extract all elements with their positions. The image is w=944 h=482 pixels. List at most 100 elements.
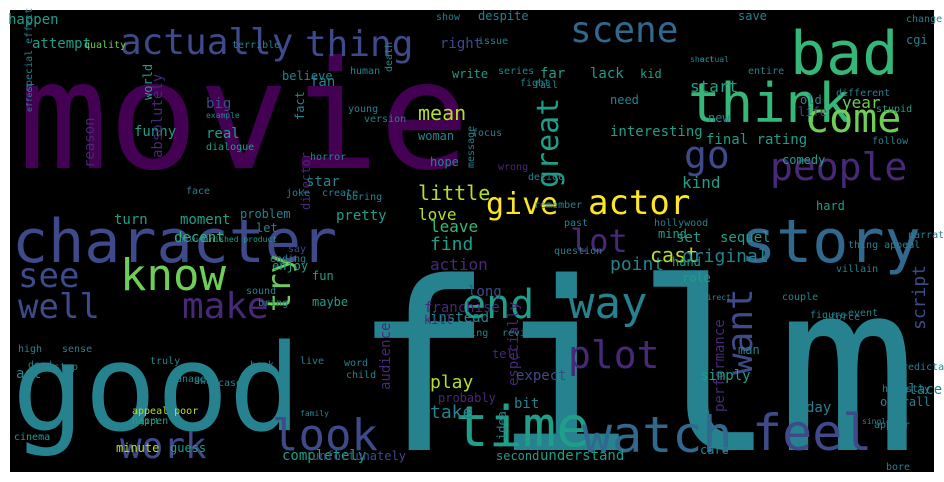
word-cgi: cgi xyxy=(906,33,928,47)
word-believe: believe xyxy=(282,69,333,83)
word-review: review xyxy=(502,328,539,339)
word-actor: actor xyxy=(588,183,690,223)
word-script: script xyxy=(909,265,930,330)
word-include: include xyxy=(174,235,208,244)
word-ending: ending xyxy=(270,254,306,265)
word-think: think xyxy=(688,72,851,135)
word-fail: fail xyxy=(534,80,558,91)
word-death: death xyxy=(384,42,395,72)
word-happen: happen xyxy=(132,416,168,427)
word-boring: boring xyxy=(346,192,382,203)
word-expect: expect xyxy=(516,368,567,384)
word-pretty: pretty xyxy=(336,208,387,224)
word-scene: scene xyxy=(570,10,678,51)
word-say: say xyxy=(288,244,306,255)
word-truly: truly xyxy=(150,356,180,367)
word-human: human xyxy=(350,66,380,77)
word-hard: hard xyxy=(816,199,845,213)
word-couple: couple xyxy=(782,292,818,303)
word-thing: thing xyxy=(305,24,413,65)
word-real: real xyxy=(206,126,240,142)
word-fun: fun xyxy=(312,269,334,283)
word-sure: sure xyxy=(889,397,903,426)
word-world: world xyxy=(141,64,155,100)
word-cast: cast xyxy=(650,243,698,267)
word-come: come xyxy=(805,96,901,142)
word-despite: despite xyxy=(478,9,529,23)
word-bit: bit xyxy=(514,396,539,412)
word-place: place xyxy=(900,382,942,398)
word-life: life xyxy=(798,105,827,119)
word-villain: villain xyxy=(836,264,878,275)
word-hollywood: hollywood xyxy=(654,218,708,229)
word-quality: quality xyxy=(84,40,126,51)
word-write: write xyxy=(452,67,488,81)
word-high: high xyxy=(18,344,42,355)
word-far: far xyxy=(540,66,565,82)
word-case: case xyxy=(218,378,242,389)
word-remember: remember xyxy=(534,200,582,211)
word-word: word xyxy=(344,358,368,369)
word-cinema: cinema xyxy=(14,432,50,443)
word-day: day xyxy=(806,400,831,416)
word-end: end xyxy=(462,282,534,328)
word-performance: performance xyxy=(712,319,728,412)
word-stop: stop xyxy=(54,362,78,373)
word-show: show xyxy=(436,12,461,23)
word-understand: understand xyxy=(540,448,624,464)
word-idea: idea xyxy=(495,411,509,440)
word-lack: lack xyxy=(590,66,624,82)
word-leave: leave xyxy=(430,217,478,236)
word-event: event xyxy=(848,308,878,319)
word-woman: woman xyxy=(418,129,454,143)
word-act: act xyxy=(16,366,41,382)
word-set: set xyxy=(676,230,701,246)
word-time: time xyxy=(455,395,590,460)
word-focus: focus xyxy=(472,128,502,139)
word-man: man xyxy=(738,343,760,357)
word-go: go xyxy=(684,133,730,177)
word-minute: minute xyxy=(116,441,159,455)
word-second: second xyxy=(496,449,539,463)
word-find: find xyxy=(430,234,473,255)
word-people: people xyxy=(770,145,907,189)
word-bad: bad xyxy=(790,19,898,89)
word-child: child xyxy=(346,370,376,381)
word-force: force xyxy=(830,312,860,323)
word-simply: simply xyxy=(700,368,751,384)
word-franchise: franchise xyxy=(424,300,500,316)
word-comedy: comedy xyxy=(782,153,825,167)
word-audience: audience xyxy=(378,323,394,390)
word-probably: probably xyxy=(438,391,496,405)
word-manage: manage xyxy=(170,374,206,385)
word-fight: fight xyxy=(520,78,550,89)
word-sequel: sequel xyxy=(720,230,771,246)
word-moment: moment xyxy=(180,212,231,228)
word-mind: mind xyxy=(658,227,687,241)
word-horror: horror xyxy=(310,152,346,163)
word-series: series xyxy=(498,66,534,77)
word-short: short xyxy=(690,55,714,64)
word-enjoy: enjoy xyxy=(272,259,308,273)
word-point: point xyxy=(610,254,664,275)
word-little: little xyxy=(418,181,490,205)
word-way: way xyxy=(568,278,647,329)
word-care: care xyxy=(700,443,729,457)
word-role: role xyxy=(682,271,711,285)
word-predictable: predictable xyxy=(896,362,944,373)
word-funny: funny xyxy=(134,124,176,140)
word-character: character xyxy=(12,207,337,277)
word-problem: problem xyxy=(240,207,291,221)
word-make: make xyxy=(182,286,269,327)
word-reason: reason xyxy=(82,117,98,168)
word-live: live xyxy=(300,356,324,367)
word-need: need xyxy=(610,93,639,107)
word-direct: direct xyxy=(702,293,731,302)
word-especially: especially xyxy=(506,302,522,386)
word-overall: overall xyxy=(880,395,931,409)
word-long: long xyxy=(468,284,502,300)
word-young: young xyxy=(348,104,378,115)
word-create: create xyxy=(322,188,358,199)
word-hope: hope xyxy=(430,155,459,169)
word-face: face xyxy=(186,186,210,197)
